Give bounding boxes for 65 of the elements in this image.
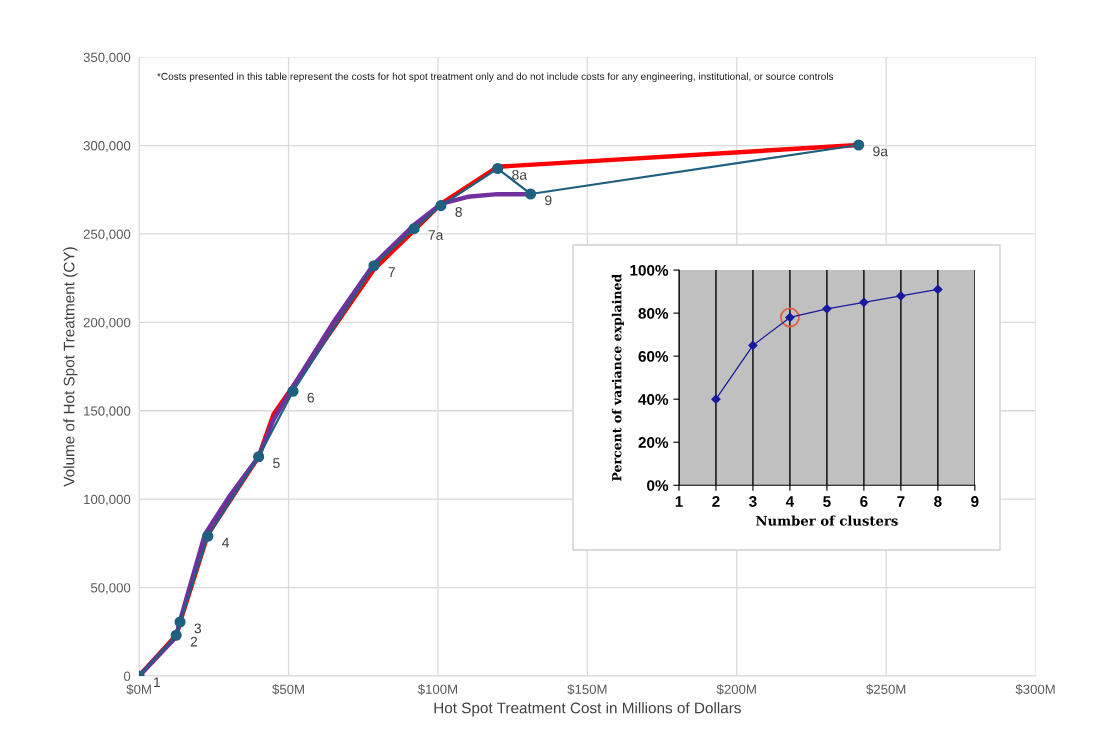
x-axis-title: Hot Spot Treatment Cost in Millions of Dollars [434,702,741,717]
y-tick-label: 0 [123,671,131,681]
y-tick-label: 80% [638,307,669,319]
annotation: 6 [307,392,314,403]
y-tick-label: 50,000 [90,583,131,595]
annotation: 8a [512,169,528,180]
y-tick-label: 150,000 [84,406,131,418]
point [202,530,214,542]
point [174,616,186,628]
x-tick-label: $50M [272,684,304,695]
x-axis-title: Number of clusters [756,515,898,526]
x-tick-label: 2 [712,496,720,507]
x-tick-label: 8 [934,496,942,507]
x-tick-label: $150M [567,684,607,695]
y-tick-label: 20% [638,437,669,448]
annotation: 8 [455,207,462,217]
y-tick-label: 40% [638,394,669,405]
point [779,307,800,328]
x-tick-label: $250M [866,684,906,695]
point [896,291,906,301]
x-tick-label: 9 [971,496,979,507]
y-tick-label: 0% [647,480,669,491]
point [408,223,420,235]
annotation: 2 [190,636,198,647]
point [287,385,299,397]
x-tick-label: 6 [860,496,868,507]
point [933,284,943,295]
point [253,451,265,463]
y-tick-label: 250,000 [83,229,131,241]
annotation: 7a [428,230,444,240]
x-tick-label: $100M [417,684,458,695]
annotation: 9a [873,146,888,157]
y-tick-label: 300,000 [83,141,131,153]
y-tick-label: 200,000 [83,317,131,329]
y-axis-title: Volume of Hot Spot Treatment (CY) [63,247,78,487]
x-tick-label: $200M [716,684,756,695]
x-tick-label: 3 [749,496,757,507]
x-tick-label: 7 [897,496,905,507]
y-tick-label: 100% [630,264,669,276]
annotation: 9 [545,195,552,206]
x-tick-label: $300M [1015,684,1055,695]
annotation: 1 [154,677,161,688]
x-tick-label: 5 [823,496,831,507]
y-tick-label: 60% [638,351,669,362]
point [822,304,832,314]
annotation: 7 [388,267,395,277]
y-tick-label: 100,000 [84,494,131,506]
annotation: 3 [194,623,202,634]
y-tick-label: 350,000 [83,52,131,64]
point [853,139,865,151]
point [859,297,869,307]
y-axis-title: Percent of variance explained [611,274,624,481]
point [711,394,721,404]
annotation: 4 [222,537,230,548]
point [170,629,182,641]
point [748,340,758,351]
x-tick-label: 4 [785,496,795,507]
annotation: *Costs presented in this table represent the costs for hot spot treatment only and do not include costs for any engineering, institutional, or source controls [157,72,834,82]
x-tick-label: $0M [126,684,151,695]
point [492,162,504,175]
x-tick-label: 1 [675,496,683,507]
point [435,200,447,212]
annotation: 5 [273,458,280,468]
point [524,188,537,200]
point [368,260,380,272]
